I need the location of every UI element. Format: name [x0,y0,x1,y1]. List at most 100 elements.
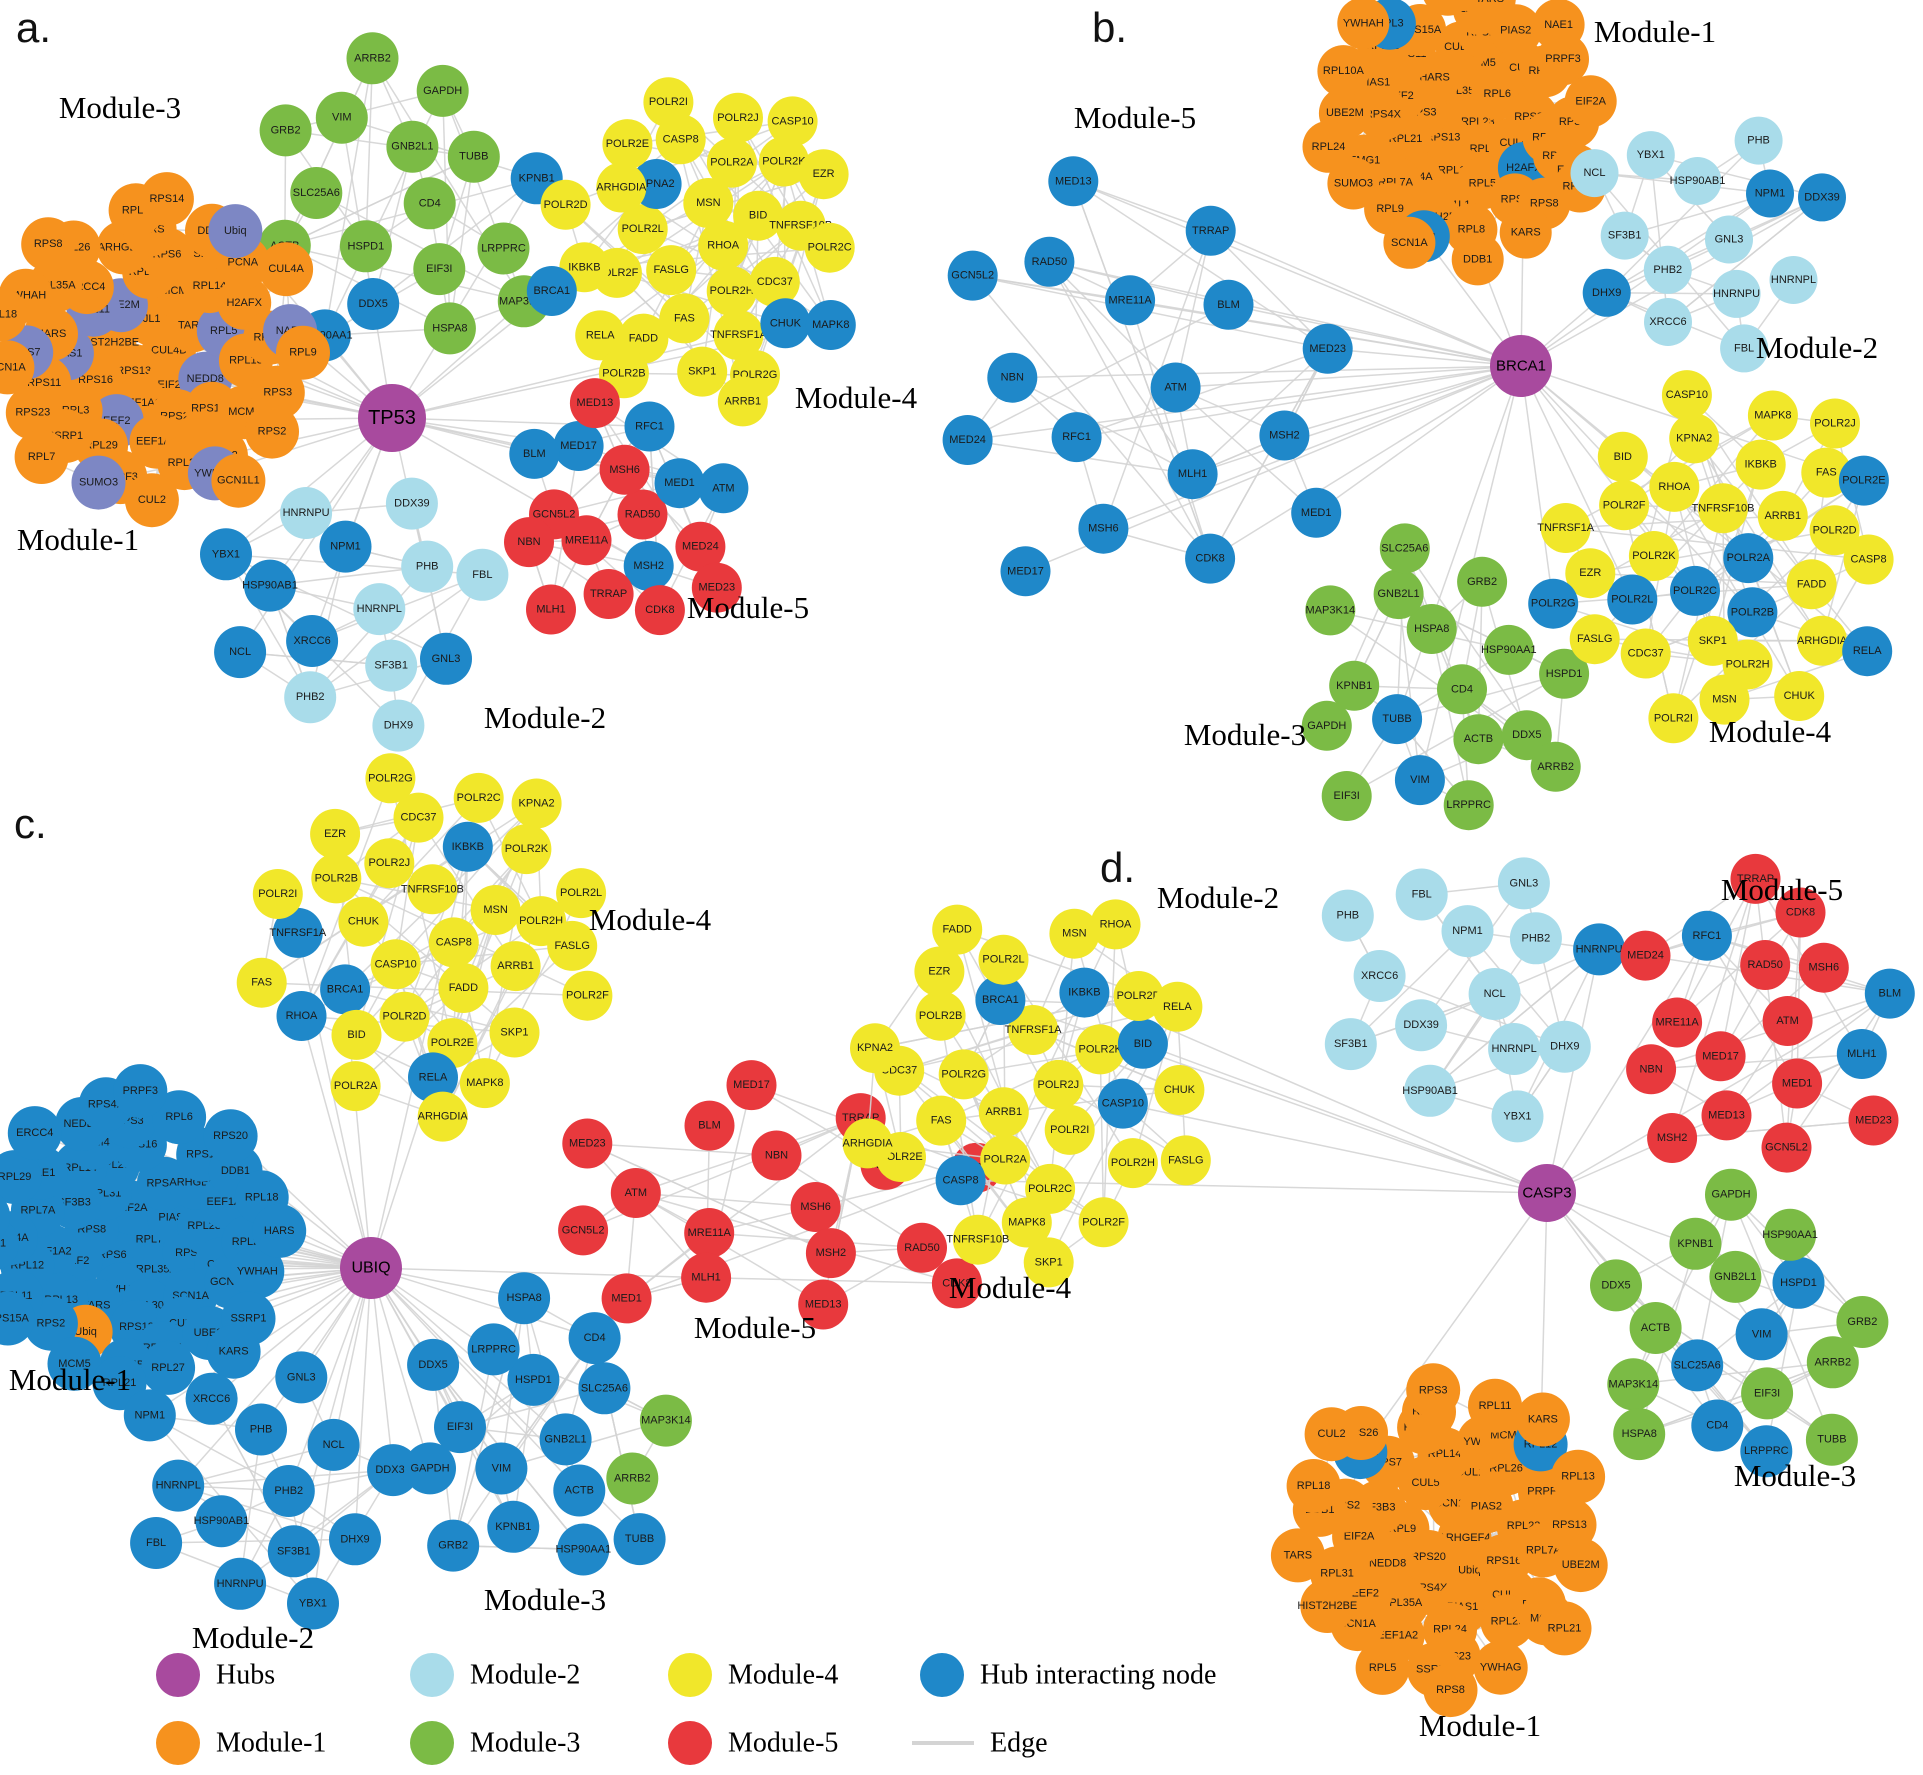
node-label: GAPDH [1711,1189,1750,1201]
node-circle [1394,755,1445,806]
hub-edge [1359,1192,1548,1453]
node-label: IKBKB [452,841,484,853]
node-YWHAG: YWHAG [1423,0,1472,16]
node-RHOA: RHOA [276,991,327,1041]
node-XRCC6: XRCC6 [185,1372,238,1425]
node-circle [407,1338,460,1391]
node-GAPDH: GAPDH [404,1442,456,1495]
node-label: SLC25A6 [1674,1359,1721,1371]
node-circle [1117,1018,1168,1069]
panel-a: CD4 HSPD1 GNB2L1 EIF3I SLC25A6 TUBB DDX5 VIM LRP… [0,4,918,752]
node-MAPK8: MAPK8 [1747,390,1798,441]
node-DHX9: DHX9 [372,699,425,752]
node-label: DDB1 [221,1165,250,1177]
node-label: RPL29 [1491,1616,1525,1628]
node-RFC1: RFC1 [1681,910,1732,961]
node-MSH6: MSH6 [599,444,650,495]
node-circle [1373,569,1424,620]
node-SF3B1: SF3B1 [1600,211,1649,260]
node-circle [1107,1138,1158,1189]
node-ARHGDIA: ARHGDIA [843,1118,894,1169]
node-label: NAE1 [1544,19,1573,31]
node-label: RPL14 [193,280,227,292]
hub-edge [1192,365,1522,475]
node-circle [599,444,650,495]
node-label: RPL24 [1312,141,1346,153]
node-circle [287,1577,339,1630]
hub-edge [370,1267,595,1339]
node-circle [1324,1018,1377,1071]
node-POLR2J: POLR2J [713,92,763,143]
node-label: ARHGDIA [843,1137,894,1149]
edge [156,1538,356,1544]
node-circle [1437,664,1487,715]
node-circle [1695,1031,1746,1082]
edge [1565,515,1783,529]
node-DDX5: DDX5 [407,1338,460,1391]
node-label: RPS16 [1486,1555,1521,1567]
node-Ubiq: Ubiq [208,204,263,259]
node-circle [393,792,444,843]
node-NBN: NBN [1626,1044,1677,1095]
edge [1706,935,1798,1084]
edge [177,1484,356,1541]
node-label: CDK8 [942,1277,971,1289]
node-ERCC4: ERCC4 [7,1106,62,1161]
node-MLH1: MLH1 [526,584,576,635]
node-circle [1453,714,1504,765]
node-label: HSP90AA1 [1762,1229,1818,1241]
node-LRPPRC: LRPPRC [1740,1425,1793,1478]
node-label: ARRB2 [1537,761,1574,773]
node-NPM1: NPM1 [319,520,372,573]
node-label: EZR [1579,567,1601,579]
node-HSP90AA1: HSP90AA1 [1481,624,1537,675]
node-circle [208,204,263,259]
node-label: RFC1 [635,421,664,433]
node-circle [130,1517,183,1569]
module-title-b: Module-4 [1709,714,1832,749]
node-HSPA8: HSPA8 [423,302,476,355]
node-circle [751,1130,802,1181]
node-MED17: MED17 [1695,1031,1746,1082]
node-label: NCL [323,1439,345,1451]
node-ATM: ATM [1762,996,1813,1046]
node-label: KPNB1 [1336,680,1372,692]
edge [269,565,428,587]
node-GRB2: GRB2 [259,104,312,157]
node-POLR2G: POLR2G [938,1049,989,1100]
nodes-layer: ATM RFC1 MRE11A MLH1 NBN BLM MSH6 RAD50 MSH2 MED2… [942,0,1894,831]
node-circle [407,864,458,915]
node-circle [1746,169,1794,218]
node-label: HSP90AB1 [194,1515,250,1527]
node-GRB2: GRB2 [1836,1296,1889,1348]
node-label: RPS2 [37,1318,66,1330]
node-RPL7: RPL7 [14,430,69,484]
node-MRE11A: MRE11A [1105,275,1156,326]
node-circle [1670,565,1720,616]
node-label: RPL21 [103,1377,137,1389]
node-label: POLR2J [717,112,759,124]
node-POLR2A: POLR2A [980,1134,1031,1185]
legend-swatch [920,1653,964,1697]
node-label: ARRB1 [497,960,534,972]
node-label: NBN [1639,1063,1662,1075]
edge [1624,192,1771,237]
node-circle [372,699,425,752]
node-label: POLR2L [560,887,602,899]
node-label: RPL21 [1548,1622,1582,1634]
node-circle [1463,0,1516,25]
node-circle [1530,741,1581,792]
node-MSH2: MSH2 [1259,410,1310,461]
node-label: MRE11A [565,534,609,546]
node-label: EEF2 [1351,1588,1379,1600]
node-circle [975,975,1026,1025]
node-label: RPL13 [1561,1471,1595,1483]
node-POLR2H: POLR2H [706,266,757,317]
node-label: POLR2I [1050,1124,1089,1136]
node-POLR2F: POLR2F [1078,1197,1129,1248]
node-POLR2D: POLR2D [1113,971,1164,1021]
node-POLR2D: POLR2D [379,991,430,1042]
node-circle [427,1519,480,1572]
node-POLR2C: POLR2C [1670,565,1720,616]
node-label: HSPD1 [1780,1277,1817,1289]
